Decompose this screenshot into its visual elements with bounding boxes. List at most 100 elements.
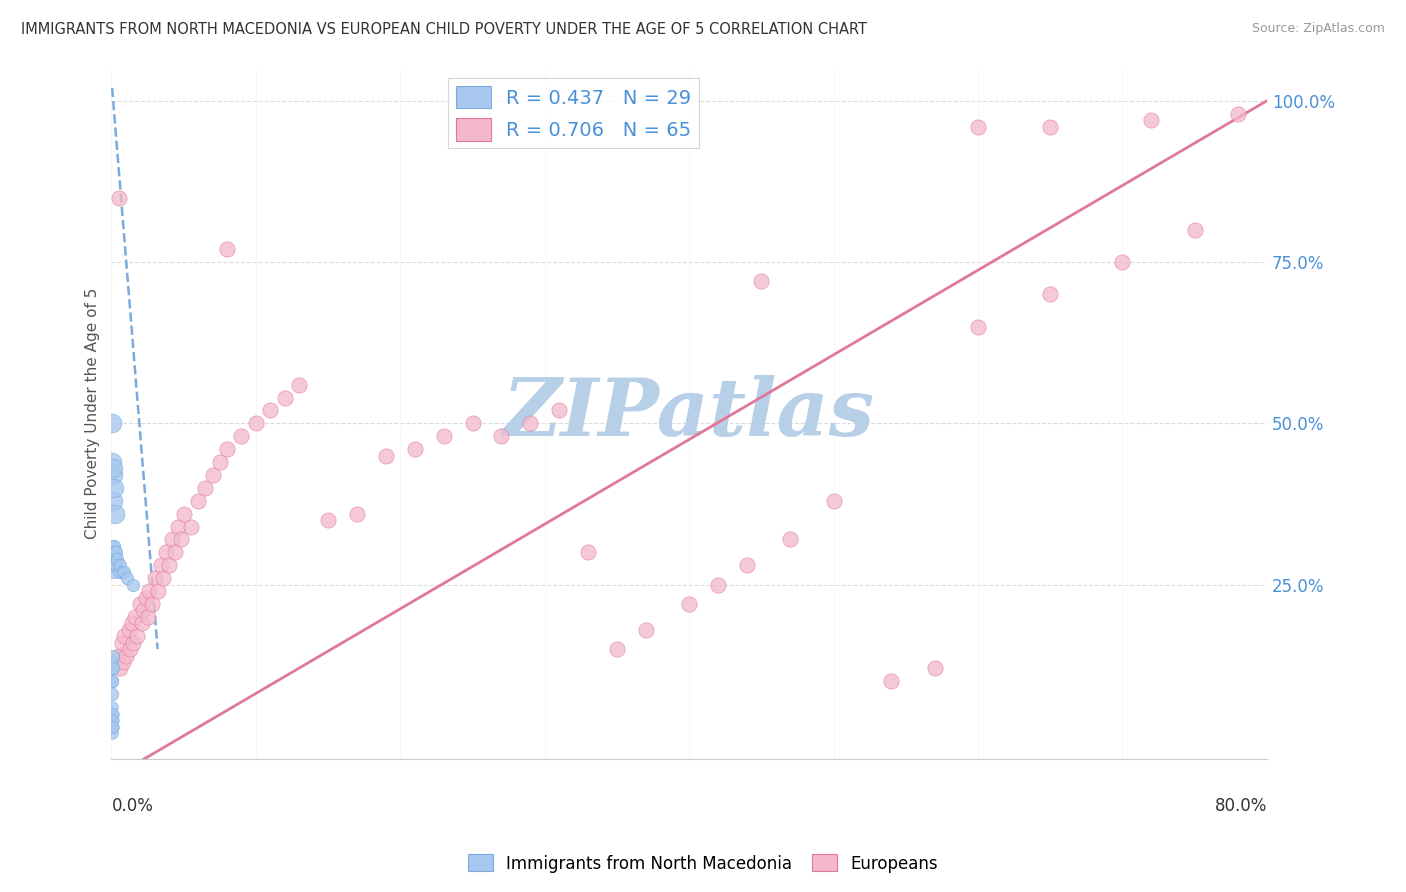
Point <box>101 706 124 721</box>
Point <box>967 319 990 334</box>
Point <box>606 642 628 657</box>
Point <box>101 726 124 740</box>
Point <box>101 719 124 733</box>
Point <box>163 545 186 559</box>
Point <box>259 403 281 417</box>
Point <box>433 429 456 443</box>
Point <box>131 616 153 631</box>
Point <box>215 242 238 256</box>
Point <box>124 610 146 624</box>
Point <box>127 629 149 643</box>
Point <box>678 597 700 611</box>
Point <box>101 713 124 727</box>
Point <box>103 545 125 559</box>
Point <box>101 713 124 727</box>
Point <box>104 551 127 566</box>
Point <box>101 655 124 669</box>
Y-axis label: Child Poverty Under the Age of 5: Child Poverty Under the Age of 5 <box>86 288 100 540</box>
Point <box>118 623 141 637</box>
Point <box>101 700 124 714</box>
Legend: Immigrants from North Macedonia, Europeans: Immigrants from North Macedonia, Europea… <box>461 847 945 880</box>
Point <box>1039 120 1062 134</box>
Point <box>735 558 758 573</box>
Point <box>146 584 169 599</box>
Point <box>880 674 903 689</box>
Point <box>404 442 426 457</box>
Point <box>180 519 202 533</box>
Point <box>170 533 193 547</box>
Point <box>104 545 127 559</box>
Point <box>101 551 124 566</box>
Point <box>149 558 172 573</box>
Point <box>111 655 134 669</box>
Point <box>101 545 124 559</box>
Point <box>120 642 142 657</box>
Point <box>101 565 124 579</box>
Point <box>107 565 129 579</box>
Point <box>101 417 124 431</box>
Point <box>101 648 124 663</box>
Point <box>215 442 238 457</box>
Point <box>141 597 163 611</box>
Point <box>107 648 129 663</box>
Point <box>194 481 217 495</box>
Text: IMMIGRANTS FROM NORTH MACEDONIA VS EUROPEAN CHILD POVERTY UNDER THE AGE OF 5 COR: IMMIGRANTS FROM NORTH MACEDONIA VS EUROP… <box>21 22 868 37</box>
Point <box>1140 113 1163 128</box>
Text: Source: ZipAtlas.com: Source: ZipAtlas.com <box>1251 22 1385 36</box>
Text: 0.0%: 0.0% <box>111 797 153 814</box>
Point <box>166 519 188 533</box>
Point <box>374 449 396 463</box>
Point <box>201 467 224 482</box>
Point <box>231 429 253 443</box>
Point <box>103 507 125 521</box>
Point <box>117 571 139 585</box>
Point <box>101 661 124 675</box>
Point <box>135 591 157 605</box>
Point <box>104 551 127 566</box>
Point <box>110 565 132 579</box>
Point <box>101 467 124 482</box>
Point <box>103 545 125 559</box>
Text: ZIPatlas: ZIPatlas <box>503 375 875 452</box>
Point <box>101 687 124 701</box>
Point <box>129 597 152 611</box>
Point <box>924 661 946 675</box>
Point <box>152 571 174 585</box>
Point <box>108 558 131 573</box>
Point <box>157 558 180 573</box>
Point <box>105 545 128 559</box>
Point <box>101 661 124 675</box>
Point <box>1184 223 1206 237</box>
Point <box>187 493 209 508</box>
Point <box>576 545 599 559</box>
Point <box>288 377 311 392</box>
Point <box>122 577 145 591</box>
Point <box>779 533 801 547</box>
Point <box>101 719 124 733</box>
Point <box>491 429 513 443</box>
Point <box>1227 106 1250 120</box>
Point <box>519 417 541 431</box>
Point <box>274 391 297 405</box>
Point <box>101 455 124 469</box>
Point <box>122 635 145 649</box>
Point <box>105 558 128 573</box>
Point <box>103 461 125 475</box>
Point <box>548 403 571 417</box>
Legend: R = 0.437   N = 29, R = 0.706   N = 65: R = 0.437 N = 29, R = 0.706 N = 65 <box>449 78 699 148</box>
Point <box>138 584 160 599</box>
Point <box>108 661 131 675</box>
Point <box>103 551 125 566</box>
Point <box>155 545 177 559</box>
Point <box>112 565 135 579</box>
Point <box>707 577 730 591</box>
Point <box>110 635 132 649</box>
Point <box>132 603 155 617</box>
Point <box>346 507 368 521</box>
Point <box>121 616 143 631</box>
Point <box>103 558 125 573</box>
Point <box>101 706 124 721</box>
Point <box>103 545 125 559</box>
Point <box>1039 287 1062 301</box>
Point <box>107 190 129 204</box>
